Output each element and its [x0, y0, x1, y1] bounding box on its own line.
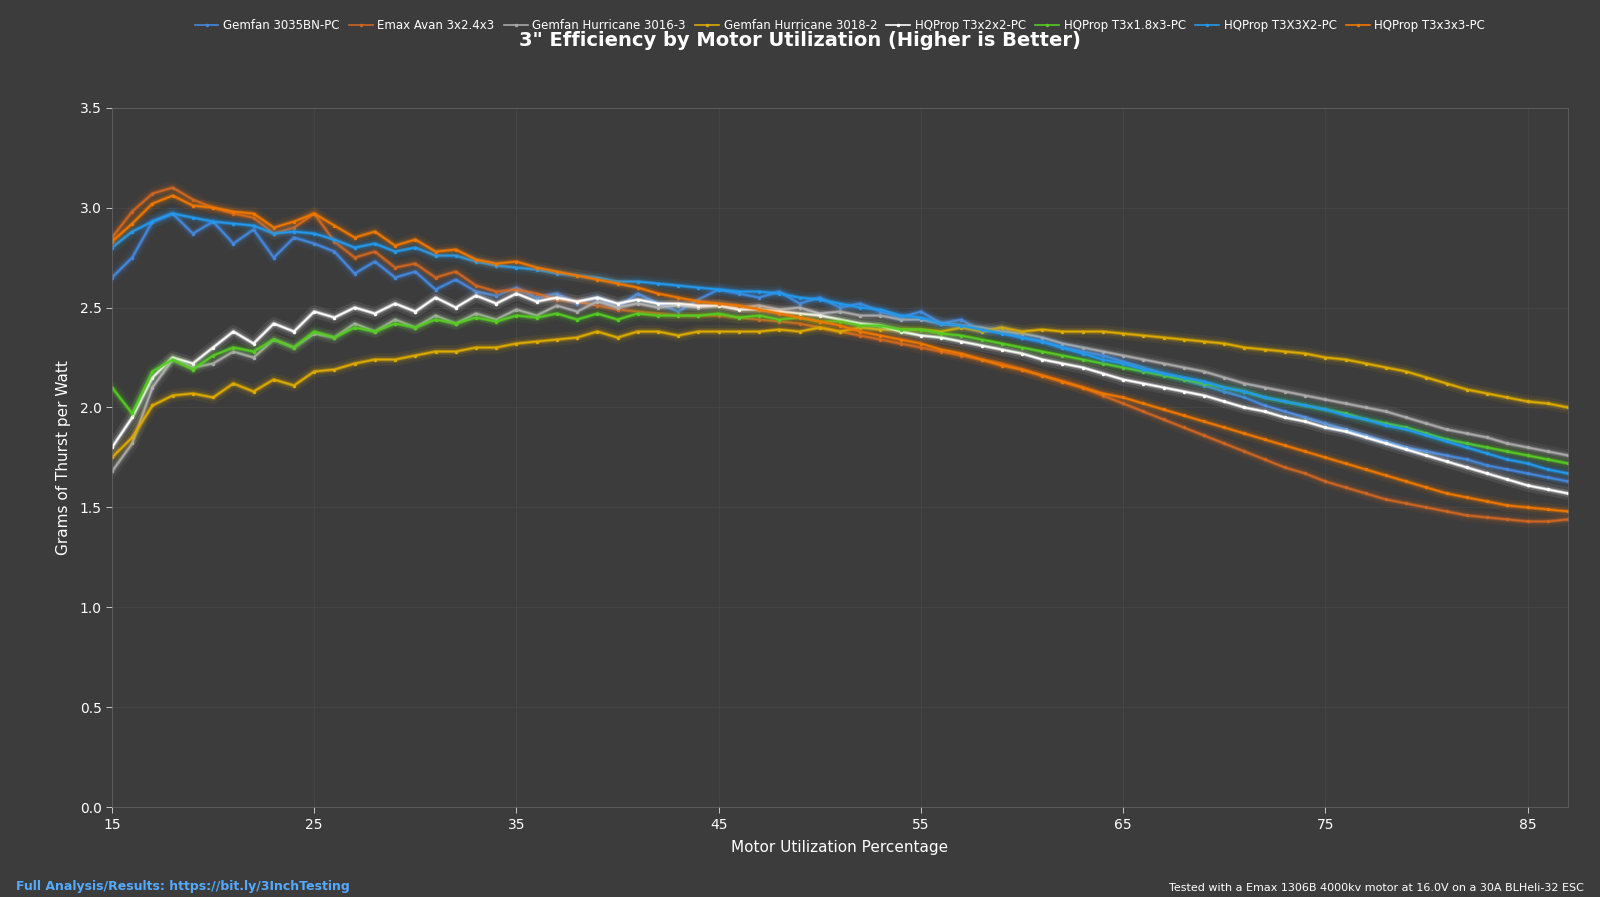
HQProp T3x2x2-PC: [426, 292, 445, 303]
Emax Avan 3x2.4x3: [1518, 516, 1538, 527]
Emax Avan 3x2.4x3: [851, 330, 870, 341]
Gemfan Hurricane 3018-2: [851, 322, 870, 333]
Legend: Gemfan 3035BN-PC, Emax Avan 3x2.4x3, Gemfan Hurricane 3016-3, Gemfan Hurricane 3: Gemfan 3035BN-PC, Emax Avan 3x2.4x3, Gem…: [195, 19, 1485, 32]
Emax Avan 3x2.4x3: [1376, 494, 1395, 505]
Line: Gemfan 3035BN-PC: Gemfan 3035BN-PC: [110, 212, 1570, 483]
HQProp T3X3X2-PC: [1376, 420, 1395, 431]
Gemfan Hurricane 3016-3: [608, 302, 627, 313]
HQProp T3x2x2-PC: [851, 318, 870, 329]
Emax Avan 3x2.4x3: [1558, 514, 1578, 525]
HQProp T3X3X2-PC: [163, 208, 182, 219]
Line: Emax Avan 3x2.4x3: Emax Avan 3x2.4x3: [110, 186, 1570, 523]
Emax Avan 3x2.4x3: [102, 232, 122, 243]
HQProp T3x1.8x3-PC: [1437, 434, 1456, 445]
HQProp T3x3x3-PC: [1376, 470, 1395, 481]
Gemfan 3035BN-PC: [102, 272, 122, 283]
HQProp T3x1.8x3-PC: [426, 314, 445, 325]
Gemfan Hurricane 3018-2: [1376, 362, 1395, 373]
Line: HQProp T3x3x3-PC: HQProp T3x3x3-PC: [110, 194, 1570, 513]
HQProp T3x3x3-PC: [1558, 506, 1578, 517]
X-axis label: Motor Utilization Percentage: Motor Utilization Percentage: [731, 840, 949, 855]
HQProp T3x2x2-PC: [1336, 426, 1355, 437]
HQProp T3x3x3-PC: [102, 236, 122, 247]
Gemfan Hurricane 3016-3: [1376, 406, 1395, 417]
Gemfan 3035BN-PC: [446, 274, 466, 285]
HQProp T3x2x2-PC: [507, 288, 526, 299]
Gemfan Hurricane 3016-3: [851, 310, 870, 321]
Emax Avan 3x2.4x3: [163, 182, 182, 193]
HQProp T3x1.8x3-PC: [851, 320, 870, 331]
HQProp T3x3x3-PC: [1437, 488, 1456, 499]
HQProp T3x3x3-PC: [851, 327, 870, 337]
HQProp T3X3X2-PC: [1437, 436, 1456, 447]
HQProp T3x1.8x3-PC: [1558, 458, 1578, 469]
Gemfan 3035BN-PC: [851, 298, 870, 309]
Gemfan Hurricane 3018-2: [426, 346, 445, 357]
HQProp T3x3x3-PC: [1336, 458, 1355, 469]
Y-axis label: Grams of Thurst per Watt: Grams of Thurst per Watt: [56, 360, 72, 555]
HQProp T3x1.8x3-PC: [547, 309, 566, 319]
HQProp T3X3X2-PC: [102, 242, 122, 253]
Gemfan Hurricane 3016-3: [587, 296, 606, 307]
Gemfan Hurricane 3016-3: [1558, 450, 1578, 461]
Emax Avan 3x2.4x3: [446, 266, 466, 277]
HQProp T3x3x3-PC: [608, 278, 627, 289]
Gemfan 3035BN-PC: [608, 302, 627, 313]
HQProp T3x2x2-PC: [1376, 438, 1395, 448]
HQProp T3X3X2-PC: [851, 302, 870, 313]
Line: HQProp T3x2x2-PC: HQProp T3x2x2-PC: [110, 292, 1570, 495]
Gemfan 3035BN-PC: [1558, 476, 1578, 487]
HQProp T3X3X2-PC: [1558, 468, 1578, 479]
Gemfan Hurricane 3018-2: [1558, 402, 1578, 413]
Gemfan Hurricane 3018-2: [1437, 379, 1456, 389]
Gemfan Hurricane 3018-2: [587, 327, 606, 337]
Gemfan 3035BN-PC: [1437, 450, 1456, 461]
Gemfan 3035BN-PC: [1376, 436, 1395, 447]
Gemfan Hurricane 3018-2: [102, 452, 122, 463]
HQProp T3x2x2-PC: [102, 442, 122, 453]
Gemfan Hurricane 3018-2: [1336, 354, 1355, 365]
Gemfan 3035BN-PC: [1336, 424, 1355, 435]
HQProp T3x1.8x3-PC: [1336, 408, 1355, 419]
HQProp T3X3X2-PC: [446, 250, 466, 261]
Emax Avan 3x2.4x3: [1437, 506, 1456, 517]
Gemfan Hurricane 3018-2: [810, 322, 829, 333]
HQProp T3x1.8x3-PC: [608, 314, 627, 325]
HQProp T3x3x3-PC: [163, 190, 182, 201]
Text: Tested with a Emax 1306B 4000kv motor at 16.0V on a 30A BLHeli-32 ESC: Tested with a Emax 1306B 4000kv motor at…: [1170, 883, 1584, 893]
Gemfan Hurricane 3016-3: [426, 310, 445, 321]
Gemfan Hurricane 3016-3: [1336, 398, 1355, 409]
Text: 3" Efficiency by Motor Utilization (Higher is Better): 3" Efficiency by Motor Utilization (High…: [518, 31, 1082, 50]
Line: HQProp T3X3X2-PC: HQProp T3X3X2-PC: [110, 212, 1570, 475]
Gemfan Hurricane 3016-3: [102, 466, 122, 477]
Gemfan 3035BN-PC: [163, 208, 182, 219]
HQProp T3X3X2-PC: [1336, 410, 1355, 421]
Line: Gemfan Hurricane 3018-2: Gemfan Hurricane 3018-2: [110, 326, 1570, 459]
HQProp T3x2x2-PC: [1558, 488, 1578, 499]
Emax Avan 3x2.4x3: [608, 304, 627, 315]
Line: HQProp T3x1.8x3-PC: HQProp T3x1.8x3-PC: [110, 312, 1570, 466]
HQProp T3x2x2-PC: [608, 298, 627, 309]
HQProp T3x3x3-PC: [446, 244, 466, 255]
HQProp T3x1.8x3-PC: [102, 382, 122, 393]
Gemfan Hurricane 3016-3: [1437, 424, 1456, 435]
HQProp T3x1.8x3-PC: [1376, 418, 1395, 429]
HQProp T3X3X2-PC: [608, 276, 627, 287]
Line: Gemfan Hurricane 3016-3: Gemfan Hurricane 3016-3: [110, 300, 1570, 474]
Text: Full Analysis/Results: https://bit.ly/3InchTesting: Full Analysis/Results: https://bit.ly/3I…: [16, 880, 350, 893]
Emax Avan 3x2.4x3: [1336, 482, 1355, 492]
HQProp T3x2x2-PC: [1437, 456, 1456, 466]
